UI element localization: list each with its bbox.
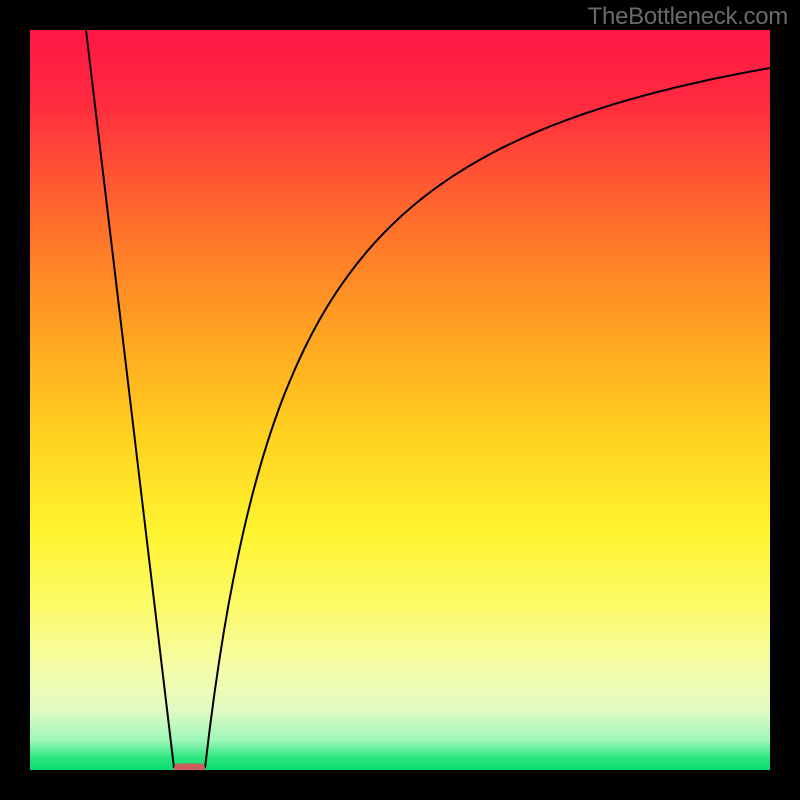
gradient-background — [30, 30, 770, 770]
chart-container: TheBottleneck.com — [0, 0, 800, 800]
optimum-marker — [174, 764, 205, 771]
bottleneck-chart — [30, 30, 770, 770]
watermark-text: TheBottleneck.com — [588, 3, 788, 31]
